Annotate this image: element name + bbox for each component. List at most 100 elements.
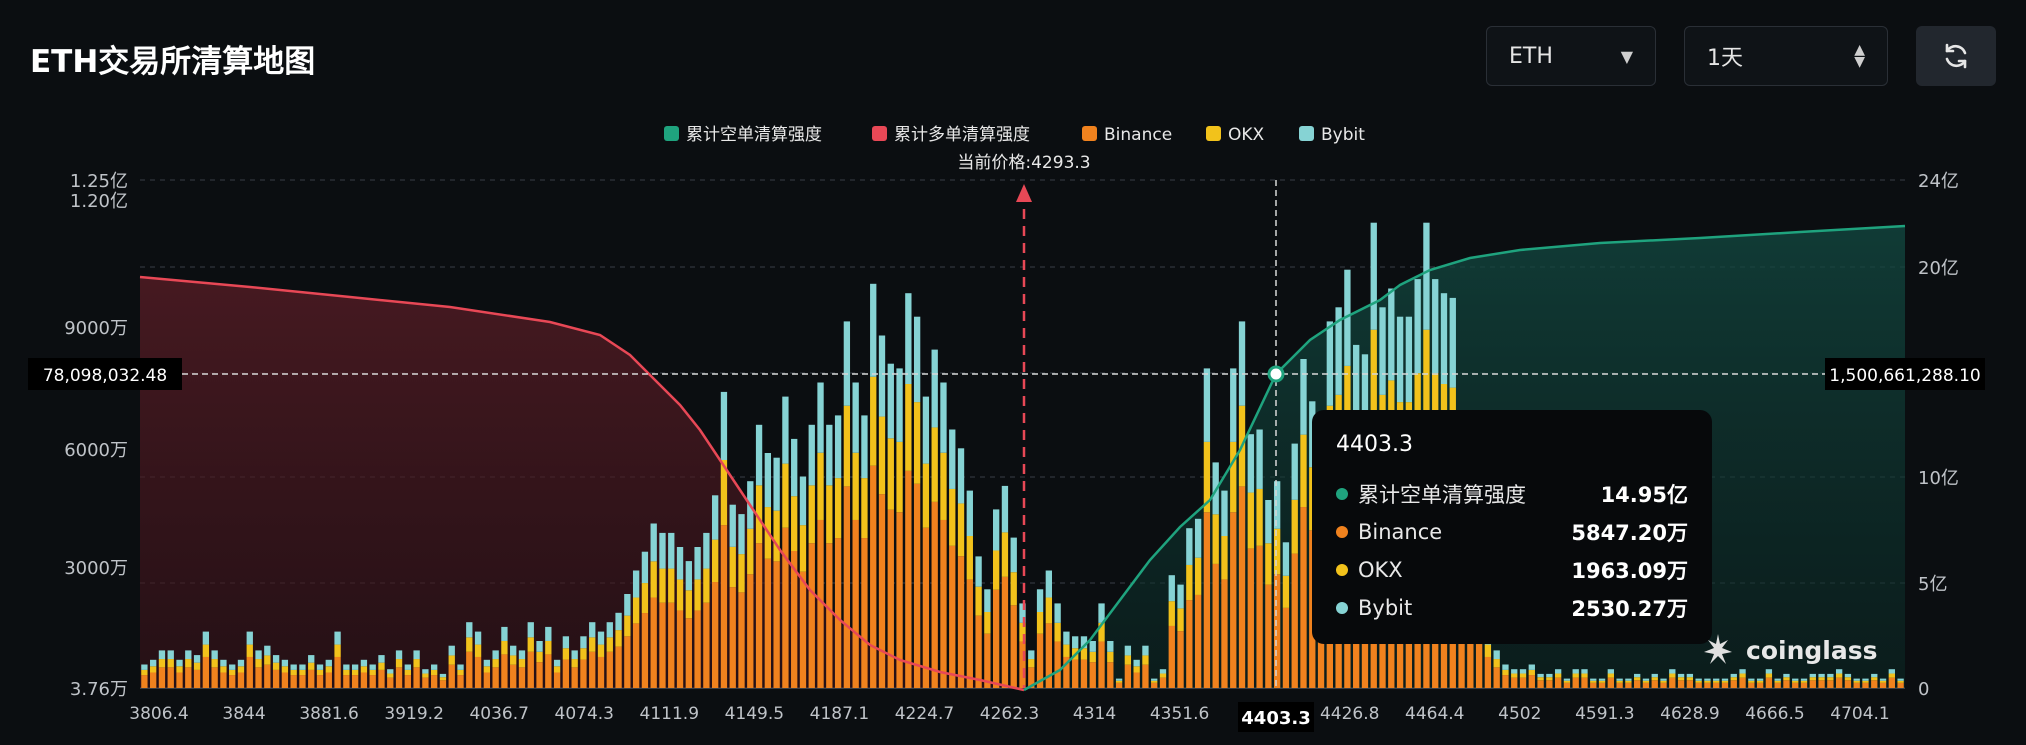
bar-binance (992, 589, 1000, 688)
bar-okx (1572, 673, 1579, 678)
bar-bybit (1151, 678, 1158, 681)
bar-okx (1423, 329, 1430, 433)
refresh-button[interactable] (1916, 26, 1996, 86)
short-liquidation-line (1023, 224, 1906, 692)
bar-bybit (545, 626, 552, 641)
bar-bybit (439, 673, 447, 678)
bar-binance (975, 615, 982, 688)
bar-binance (1098, 641, 1105, 688)
bar-okx (624, 615, 631, 637)
bar-bybit (316, 664, 324, 670)
bar-okx (325, 666, 332, 673)
bar-bybit (1879, 678, 1887, 681)
bar-okx (1247, 492, 1254, 549)
bar-bybit (176, 659, 183, 667)
bar-okx (1827, 677, 1834, 681)
bar-okx (1844, 677, 1852, 681)
bar-binance (150, 672, 157, 688)
bar-okx (1625, 680, 1632, 683)
bar-okx (439, 677, 447, 681)
bar-bybit (817, 382, 824, 453)
bar-bybit (229, 664, 236, 670)
tooltip-title: 4403.3 (1336, 432, 1413, 457)
bar-okx (931, 427, 938, 502)
bar-binance (1265, 584, 1272, 688)
tooltip-row-name: OKX (1358, 558, 1403, 582)
bar-binance (1897, 682, 1904, 688)
range-select[interactable]: 1天 ▲ ▼ (1684, 26, 1888, 86)
asset-select[interactable]: ETH ▼ (1486, 26, 1656, 86)
bar-bybit (1203, 368, 1211, 442)
bar-binance (1291, 553, 1298, 688)
bar-binance (1765, 677, 1773, 688)
bar-binance (720, 525, 728, 688)
bar-okx (1607, 673, 1614, 678)
bar-okx (1080, 648, 1088, 660)
bar-binance (808, 543, 815, 688)
bar-bybit (483, 659, 491, 667)
tooltip-row: Bybit 2530.27万 (1336, 589, 1688, 627)
bar-binance (957, 556, 965, 688)
bar-bybit (1186, 528, 1193, 565)
bar-okx (387, 673, 394, 678)
bar-okx (1019, 622, 1026, 642)
bar-bybit (1704, 678, 1711, 681)
bar-binance (1247, 548, 1254, 688)
bar-binance (1238, 486, 1246, 688)
bar-bybit (1089, 641, 1096, 652)
bar-bybit (1862, 678, 1869, 681)
bar-bybit (457, 664, 464, 670)
bar-okx (1554, 673, 1562, 678)
bar-binance (1177, 631, 1184, 688)
coinglass-icon (1704, 634, 1732, 664)
x-tick-label: 3844 (222, 704, 265, 724)
bar-bybit (1809, 673, 1816, 678)
bar-okx (940, 452, 947, 520)
bar-bybit (1256, 429, 1263, 489)
bar-binance (1581, 677, 1588, 688)
bar-binance (316, 675, 324, 688)
bar-bybit (676, 547, 684, 580)
x-tick-label: 4036.7 (469, 704, 528, 724)
bar-binance (1686, 680, 1694, 688)
bar-bybit (1396, 316, 1404, 403)
bar-okx (685, 590, 692, 619)
bar-binance (343, 675, 350, 688)
bar-binance (448, 664, 455, 688)
bar-binance (966, 579, 973, 688)
bar-binance (878, 494, 886, 688)
bar-binance (905, 470, 912, 688)
bar-okx (1159, 673, 1167, 678)
bar-bybit (975, 556, 982, 587)
bar-bybit (1019, 603, 1026, 623)
y-left-tick-label: 3.76万 (70, 679, 128, 700)
bar-bybit (369, 664, 376, 670)
tooltip-row-value: 14.95亿 (1600, 483, 1688, 507)
bar-bybit (466, 622, 473, 638)
bar-okx (826, 485, 833, 544)
bar-bybit (808, 424, 815, 486)
bar-okx (668, 568, 675, 603)
bar-okx (755, 485, 763, 544)
bar-okx (1792, 680, 1799, 683)
bar-okx (1835, 673, 1843, 678)
bar-okx (264, 655, 271, 665)
bar-binance (1783, 680, 1790, 688)
bar-bybit (510, 645, 517, 656)
tooltip-row-value: 1963.09万 (1571, 559, 1688, 583)
bar-bybit (1273, 481, 1281, 529)
bar-bybit (966, 490, 973, 537)
bar-binance (1054, 641, 1061, 688)
bar-okx (1748, 680, 1755, 683)
bar-okx (308, 662, 315, 670)
bar-binance (360, 672, 368, 688)
bar-bybit (1142, 645, 1149, 656)
bar-binance (1194, 594, 1202, 688)
bar-bybit (220, 659, 227, 667)
bar-bybit (957, 448, 965, 504)
bar-binance (799, 571, 807, 688)
bar-binance (1168, 625, 1175, 688)
tooltip-dot (1336, 564, 1348, 576)
bar-bybit (1449, 297, 1456, 388)
bar-bybit (1388, 288, 1395, 381)
